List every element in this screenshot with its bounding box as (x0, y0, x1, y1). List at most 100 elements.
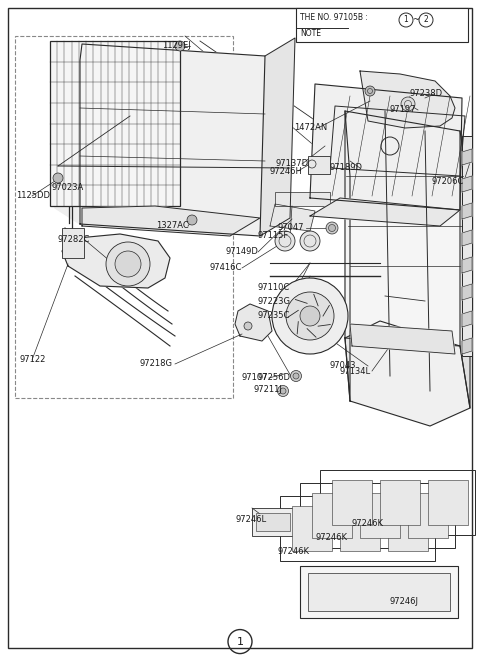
Text: 97246K: 97246K (315, 533, 347, 543)
Circle shape (106, 242, 150, 286)
Bar (428, 480, 468, 525)
Text: 1472AN: 1472AN (294, 123, 327, 133)
Circle shape (187, 215, 197, 225)
Polygon shape (462, 284, 472, 300)
Text: ~: ~ (412, 16, 420, 24)
Circle shape (326, 222, 338, 234)
Text: 97206C: 97206C (432, 176, 464, 186)
Bar (15, 36, 233, 398)
Text: 97246K: 97246K (352, 520, 384, 529)
Circle shape (53, 173, 63, 183)
Bar (360, 493, 400, 538)
Circle shape (272, 278, 348, 354)
Circle shape (115, 251, 141, 277)
Circle shape (365, 86, 375, 96)
Text: 97246J: 97246J (390, 598, 419, 607)
Polygon shape (462, 203, 472, 219)
Polygon shape (360, 71, 455, 128)
Circle shape (401, 97, 415, 111)
Circle shape (275, 231, 295, 251)
Text: 1: 1 (237, 636, 243, 647)
Polygon shape (55, 48, 80, 224)
Text: 97122: 97122 (20, 356, 47, 365)
Circle shape (280, 388, 286, 394)
Polygon shape (80, 44, 265, 236)
Polygon shape (345, 321, 470, 426)
Bar (388, 506, 428, 551)
Polygon shape (260, 38, 295, 236)
Text: 97246H: 97246H (270, 167, 303, 176)
Bar (408, 493, 448, 538)
Polygon shape (345, 111, 460, 346)
Text: 97137D: 97137D (276, 159, 309, 169)
Text: 97256D: 97256D (258, 373, 291, 382)
Circle shape (277, 386, 288, 396)
Polygon shape (235, 304, 272, 341)
Polygon shape (462, 230, 472, 246)
Bar (275, 192, 330, 206)
Text: 97246L: 97246L (236, 516, 267, 525)
Polygon shape (62, 234, 170, 288)
Text: 97134L: 97134L (340, 367, 371, 375)
Polygon shape (462, 149, 472, 165)
Circle shape (300, 231, 320, 251)
Text: 97218G: 97218G (140, 359, 173, 369)
Bar (256, 513, 290, 531)
Text: 97107: 97107 (242, 373, 268, 382)
Bar (340, 506, 380, 551)
Text: 97047: 97047 (278, 224, 304, 232)
Polygon shape (350, 324, 455, 354)
Text: 2: 2 (424, 16, 428, 24)
Circle shape (300, 306, 320, 326)
Bar (252, 508, 294, 536)
Text: 97197: 97197 (390, 106, 417, 115)
Text: 97189D: 97189D (330, 163, 363, 173)
Text: 97043: 97043 (330, 361, 357, 371)
Polygon shape (310, 198, 460, 226)
Text: 97246K: 97246K (278, 548, 310, 556)
Bar (300, 566, 458, 618)
Text: 97223G: 97223G (258, 298, 291, 306)
Polygon shape (345, 111, 350, 401)
Text: 1327AC: 1327AC (156, 222, 189, 230)
Polygon shape (462, 338, 472, 354)
Text: 97416C: 97416C (210, 264, 242, 272)
Circle shape (293, 373, 299, 379)
Bar (292, 506, 332, 551)
Text: 97235C: 97235C (258, 312, 290, 321)
Circle shape (290, 371, 301, 382)
Text: 97211J: 97211J (253, 386, 282, 394)
Bar (462, 136, 472, 356)
Bar (332, 480, 372, 525)
Text: 97110C: 97110C (258, 283, 290, 293)
Polygon shape (82, 206, 260, 236)
Text: NOTE: NOTE (300, 29, 321, 38)
Text: 97238D: 97238D (410, 89, 443, 98)
Bar (312, 493, 352, 538)
Polygon shape (462, 257, 472, 273)
Circle shape (244, 322, 252, 330)
Bar (296, 8, 468, 42)
Polygon shape (462, 311, 472, 327)
Bar (380, 480, 420, 525)
Text: THE NO. 97105B :: THE NO. 97105B : (300, 13, 370, 22)
Text: 97023A: 97023A (52, 184, 84, 192)
Bar (308, 573, 450, 611)
Polygon shape (270, 204, 315, 231)
Text: 1: 1 (404, 16, 408, 24)
Circle shape (286, 292, 334, 340)
Polygon shape (460, 131, 470, 408)
Bar (300, 483, 455, 548)
Bar (320, 470, 475, 535)
Bar (308, 156, 330, 174)
Polygon shape (330, 106, 465, 176)
Polygon shape (462, 176, 472, 192)
Bar (280, 496, 435, 561)
Bar (50, 41, 180, 206)
Circle shape (175, 41, 185, 51)
Text: 97282C: 97282C (58, 236, 90, 245)
Text: 97149D: 97149D (225, 247, 258, 256)
Bar (62, 228, 84, 258)
Polygon shape (310, 84, 462, 210)
Circle shape (328, 224, 336, 232)
